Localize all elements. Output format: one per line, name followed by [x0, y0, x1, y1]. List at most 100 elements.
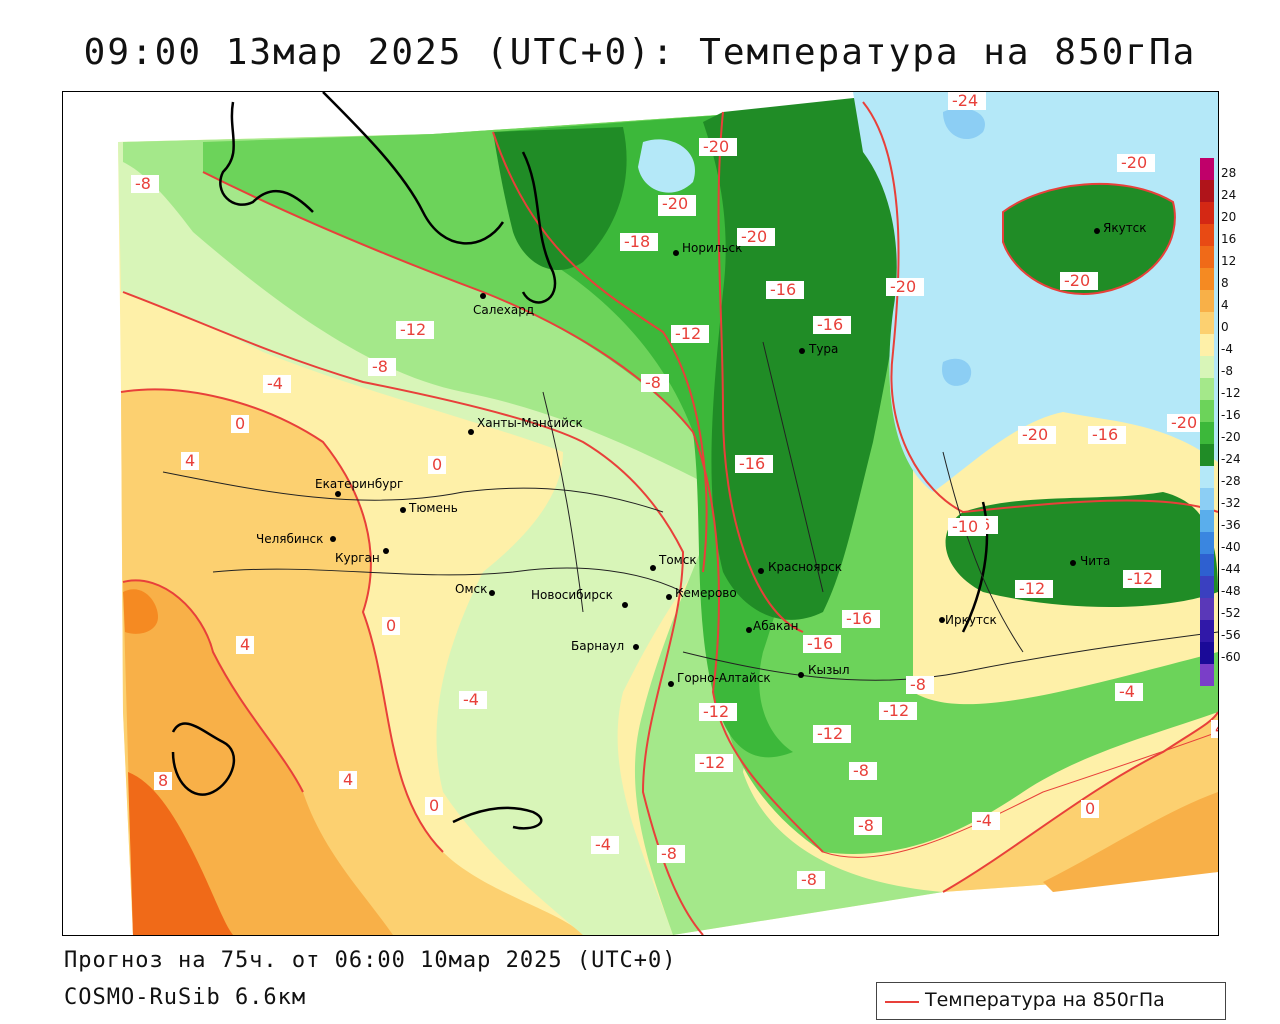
contour-label-bg	[803, 635, 841, 653]
contour-value-label: 0	[429, 796, 439, 815]
contour-label-bg	[699, 703, 737, 721]
city-label-barnaul: Барнаул	[571, 639, 624, 653]
city-label-tomsk: Томск	[658, 553, 697, 567]
city-label-chelyabinsk: Челябинск	[256, 532, 323, 546]
contour-label-bg	[699, 138, 737, 156]
city-marker-chita	[1070, 560, 1076, 566]
contour-value-label: -20	[703, 137, 729, 156]
city-label-kemerovo: Кемерово	[675, 586, 737, 600]
contour-label-bg	[671, 325, 709, 343]
city-marker-chelyabinsk	[330, 536, 336, 542]
colorbar-tick-label: -8	[1221, 364, 1233, 378]
colorbar-tick-label: -40	[1221, 540, 1241, 554]
city-marker-tyumen	[400, 507, 406, 513]
colorbar-segment	[1200, 510, 1214, 532]
contour-label-bg	[620, 233, 658, 251]
city-label-kyzyl: Кызыл	[808, 663, 850, 677]
city-label-omsk: Омск	[455, 582, 487, 596]
legend-label: Температура на 850гПа	[925, 989, 1165, 1011]
contour-value-label: -16	[846, 609, 872, 628]
contour-value-label: -8	[372, 357, 388, 376]
legend-line-swatch	[885, 1001, 919, 1003]
contour-value-label: -24	[952, 92, 978, 110]
contour-label-bg	[1167, 414, 1205, 432]
contour-label-bg	[1081, 800, 1099, 818]
city-marker-irkutsk	[939, 617, 945, 623]
very-cold-pocket-mid	[942, 358, 972, 386]
city-label-khanty-mansiysk: Ханты-Мансийск	[477, 416, 583, 430]
contour-value-label: -16	[770, 280, 796, 299]
city-label-krasnoyarsk: Красноярск	[768, 560, 842, 574]
colorbar-tick-label: -4	[1221, 342, 1233, 356]
colorbar-segment	[1200, 180, 1214, 202]
contour-value-label: -12	[817, 724, 843, 743]
contour-label-bg	[879, 702, 917, 720]
city-label-gorno-altaysk: Горно-Алтайск	[677, 671, 771, 685]
contour-label-bg	[339, 771, 357, 789]
contour-label-bg	[854, 817, 882, 835]
colorbar-segment	[1200, 378, 1214, 400]
contour-value-label: -20	[1022, 425, 1048, 444]
contour-label-bg	[1123, 570, 1161, 588]
forecast-info: Прогноз на 75ч. от 06:00 10мар 2025 (UTC…	[64, 948, 677, 973]
colorbar-segment	[1200, 466, 1214, 488]
colorbar-tick-label: -20	[1221, 430, 1241, 444]
colorbar-tick-label: -32	[1221, 496, 1241, 510]
contour-label-bg	[641, 374, 669, 392]
contour-value-label: -16	[739, 454, 765, 473]
colorbar-tick-label: -12	[1221, 386, 1241, 400]
map-title: 09:00 13мар 2025 (UTC+0): Температура на…	[83, 32, 1197, 73]
contour-value-label: -8	[661, 844, 677, 863]
colorbar-segment	[1200, 422, 1214, 444]
contour-label-bg	[154, 772, 172, 790]
city-label-salekhard: Салехард	[473, 303, 534, 317]
isotherm-lines	[120, 101, 1218, 935]
city-marker-barnaul	[633, 644, 639, 650]
hot-region-southwest	[123, 580, 393, 935]
colorbar-tick-label: 12	[1221, 254, 1237, 268]
contour-value-label: -8	[801, 870, 817, 889]
contour-labels-layer: -24 -20 -20 -20 -8 -18 -20 -20 -16 -20 -12 -12 -16 -2…	[131, 92, 1218, 889]
administrative-borders	[162, 341, 1218, 681]
city-marker-yekaterinburg	[335, 491, 341, 497]
contour-label-bg	[735, 455, 773, 473]
contour-label-bg	[797, 871, 825, 889]
contour-value-label: -16	[1092, 425, 1118, 444]
hot-region-southeast	[1043, 792, 1218, 892]
contour-value-label: -8	[645, 373, 661, 392]
contour-value-label: -20	[1171, 413, 1197, 432]
contour-label-bg	[766, 281, 804, 299]
city-label-yakutsk: Якутск	[1103, 221, 1147, 235]
city-label-irkutsk: Иркутск	[945, 613, 997, 627]
colorbar-segment	[1200, 158, 1214, 180]
colorbar-tick-label: 28	[1221, 166, 1237, 180]
colorbar-tick-label: -16	[1221, 408, 1241, 422]
colorbar-tick-label: -60	[1221, 650, 1241, 664]
city-marker-norilsk	[673, 250, 679, 256]
very-cold-core-east	[1003, 183, 1175, 294]
city-marker-kemerovo	[666, 594, 672, 600]
colorbar-tick-label: 16	[1221, 232, 1237, 246]
contour-label-bg	[591, 836, 619, 854]
city-marker-omsk	[489, 590, 495, 596]
contour-label-bg	[181, 452, 199, 470]
contour-label-bg	[1211, 720, 1218, 738]
city-marker-kurgan	[383, 548, 389, 554]
contour-value-label: -10	[952, 517, 978, 536]
contour-value-label: -20	[741, 227, 767, 246]
contour-label-bg	[1117, 154, 1155, 172]
contour-value-label: 4	[1215, 719, 1218, 738]
colorbar-segment	[1200, 312, 1214, 334]
city-marker-kyzyl	[798, 672, 804, 678]
contour-label-bg	[428, 456, 446, 474]
colorbar-segment	[1200, 356, 1214, 378]
contour-value-label: -12	[400, 320, 426, 339]
coastlines	[171, 92, 989, 830]
colorbar-tick-label: -56	[1221, 628, 1241, 642]
contour-value-label: 0	[235, 414, 245, 433]
contour-value-label: -20	[890, 277, 916, 296]
contour-label-bg	[425, 797, 443, 815]
colorbar-segment	[1200, 664, 1214, 686]
colorbar-tick-label: 24	[1221, 188, 1237, 202]
contour-value-label: -4	[1119, 682, 1135, 701]
